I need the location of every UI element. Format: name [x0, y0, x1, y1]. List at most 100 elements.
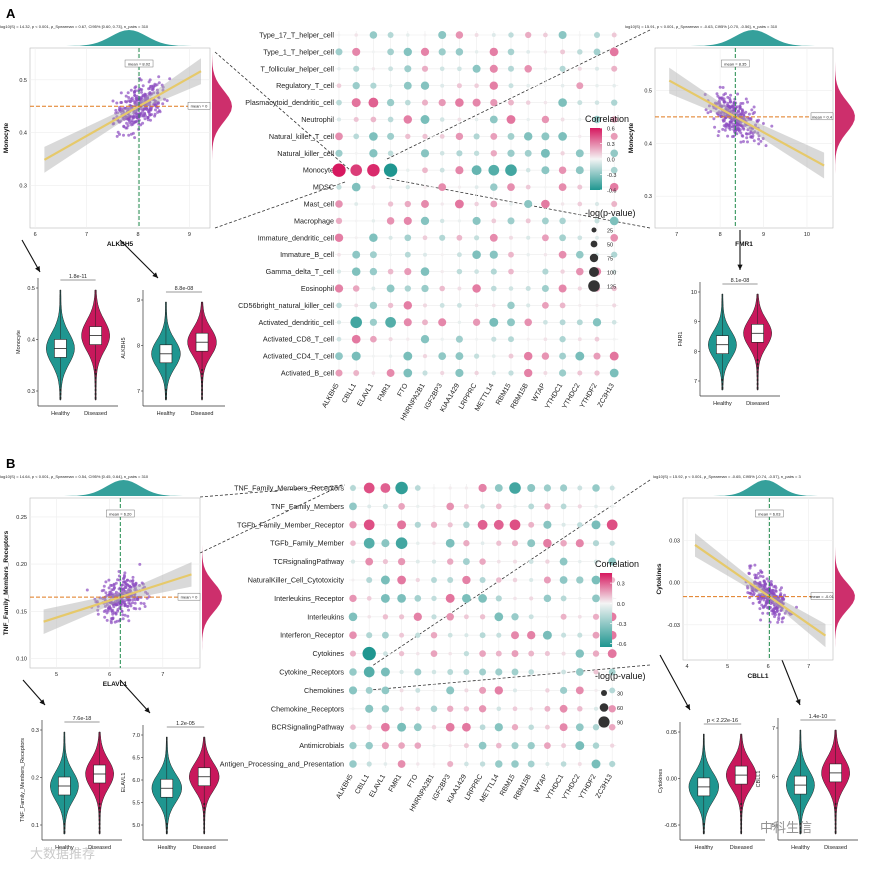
- y-tick-label: 0.5: [27, 286, 35, 292]
- dot-Interleukins-RBM15: [511, 613, 519, 621]
- x-axis-label: CBLL1: [748, 673, 769, 680]
- scatter-point: [771, 601, 775, 605]
- dot-NaturalKiller_Cell_Cytotoxicity-FMR1: [397, 575, 406, 585]
- legend-tick: -0.6: [617, 642, 626, 648]
- outlier-point: [799, 823, 802, 825]
- y-axis-label: Cytokines: [658, 769, 664, 793]
- dot-Type_1_T_helper_cell-KIAA1429: [455, 48, 464, 56]
- outlier-point: [740, 811, 743, 813]
- scatter-point: [134, 607, 138, 611]
- y-tick-label: 5: [772, 823, 775, 829]
- scatter-point: [125, 100, 129, 104]
- scatter-point: [753, 110, 756, 114]
- x-tick-label: 6: [108, 672, 111, 678]
- dot-TCRsignalingPathway-LRPPRC: [479, 558, 486, 565]
- dot-Mast_cell-FMR1: [387, 201, 394, 207]
- group-label: Diseased: [730, 845, 753, 851]
- outlier-point: [94, 385, 97, 387]
- scatter-point: [726, 95, 730, 99]
- dot-Interleukins_Receptor-ALKBH5: [349, 594, 357, 603]
- scatter-point: [118, 603, 122, 606]
- dot-Activated_dendritic_cell-IGF2BP3: [438, 318, 447, 327]
- scatter-point: [764, 582, 768, 586]
- row-label: Eosinophil: [301, 284, 335, 293]
- dot-Gamma_delta_T_cell-YTHDC2: [576, 267, 584, 276]
- arrow-head: [685, 704, 690, 710]
- outlier-point: [203, 811, 206, 813]
- dot-Activated_CD4_T_cell-RBM15: [508, 353, 514, 359]
- dot-Chemokines-RBM15B: [529, 688, 533, 692]
- dot-Natural_killer_T_cell-YTHDC1: [558, 132, 567, 141]
- dot-Monocyte-METTL14: [488, 164, 500, 176]
- dot-Cytokines-YTHDC2: [575, 649, 585, 658]
- dot-Type_1_T_helper_cell-ELAVL1: [371, 50, 375, 54]
- outlier-point: [98, 815, 101, 817]
- dot-Eosinophil-YTHDC1: [558, 284, 567, 293]
- dot-Interleukins-METTL14: [494, 612, 504, 622]
- outlier-point: [201, 389, 204, 391]
- dot-NaturalKiller_Cell_Cytotoxicity-FTO: [415, 577, 420, 583]
- dot-Immature_B_cell-CBLL1: [352, 250, 361, 259]
- scatter-point: [774, 589, 778, 593]
- dot-Natural_killer_cell-ALKBH5: [335, 149, 343, 157]
- scatter-point: [131, 99, 135, 102]
- dot-Interleukins-RBM15B: [528, 614, 534, 620]
- scatter-point: [715, 111, 719, 115]
- dot-Antimicrobials-ELAVL1: [381, 742, 389, 750]
- outlier-point: [203, 815, 206, 817]
- scatter-point: [134, 85, 138, 89]
- row-label: Activated_dendritic_cell: [258, 318, 334, 327]
- dot-Cytokines-YTHDC1: [561, 651, 566, 656]
- scatter-point: [749, 118, 753, 121]
- dot-Eosinophil-ELAVL1: [371, 286, 376, 291]
- dot-Activated_CD8_T_cell-KIAA1429: [455, 335, 463, 343]
- dot-Antimicrobials-YTHDF2: [592, 742, 600, 749]
- dot-Chemokine_Receptors-IGF2BP3: [447, 705, 454, 712]
- scatter-point: [140, 98, 144, 102]
- y-tick-label: 9: [137, 298, 140, 304]
- dot-Interleukins_Receptor-LRPPRC: [478, 594, 487, 603]
- scatter-point: [126, 589, 130, 593]
- dot-NaturalKiller_Cell_Cytotoxicity-IGF2BP3: [447, 577, 454, 583]
- scatter-point: [149, 118, 152, 122]
- scatter-point: [712, 106, 716, 110]
- dot-Chemokines-METTL14: [494, 686, 503, 695]
- scatter-A_scatter_left: log10(S) = 14.32, p < 0.001, ρ_Spearman …: [0, 24, 232, 248]
- scatter-point: [754, 573, 758, 577]
- dotplot-b: TNF_Family_Members_Receptors TNF_Family_M…: [220, 481, 646, 813]
- dot-Activated_dendritic_cell-HNRNPA2B1: [422, 319, 428, 326]
- dot-Immature_B_cell-YTHDC2: [575, 250, 584, 259]
- dot-Interleukins-IGF2BP3: [446, 613, 454, 621]
- outlier-point: [94, 381, 97, 383]
- scatter-point: [153, 84, 157, 88]
- outlier-point: [98, 811, 101, 813]
- dot-TGFb_Family_Member_Receptor-FMR1: [397, 520, 407, 530]
- scatter-point: [117, 570, 121, 573]
- dot-Chemokines-RBM15: [513, 688, 517, 693]
- outlier-point: [63, 827, 66, 829]
- y-tick-label: 5.5: [132, 801, 140, 807]
- dot-Immature_dendritic_cell-CBLL1: [354, 236, 358, 240]
- dot-Interleukins-HNRNPA2B1: [431, 614, 437, 620]
- scatter-point: [161, 102, 165, 106]
- outlier-point: [834, 807, 837, 809]
- scatter-point: [114, 612, 118, 616]
- scatter-point: [749, 129, 753, 133]
- dot-Antigen_Processing_and_Presentation-ZC3H13: [609, 760, 616, 768]
- dot-Natural_killer_T_cell-ZC3H13: [610, 132, 618, 140]
- column-label: ALKBH5: [335, 773, 355, 800]
- dot-Chemokines-FMR1: [399, 688, 404, 693]
- scatter-point: [765, 577, 769, 581]
- dot-Interferon_Receptor-METTL14: [496, 632, 502, 638]
- scatter-point: [776, 620, 780, 624]
- size-legend-dot: [589, 253, 599, 263]
- scatter-point: [766, 611, 770, 615]
- size-legend-label: 100: [607, 271, 616, 277]
- x-tick-label: 7: [161, 672, 164, 678]
- scatter-point: [122, 573, 126, 577]
- x-tick-label: 5: [726, 664, 729, 670]
- dot-TNF_Family_Members_Receptors-HNRNPA2B1: [432, 486, 436, 490]
- dot-Activated_CD8_T_cell-ELAVL1: [370, 335, 377, 343]
- dot-Immature_B_cell-METTL14: [489, 250, 498, 259]
- scatter-point: [123, 571, 127, 575]
